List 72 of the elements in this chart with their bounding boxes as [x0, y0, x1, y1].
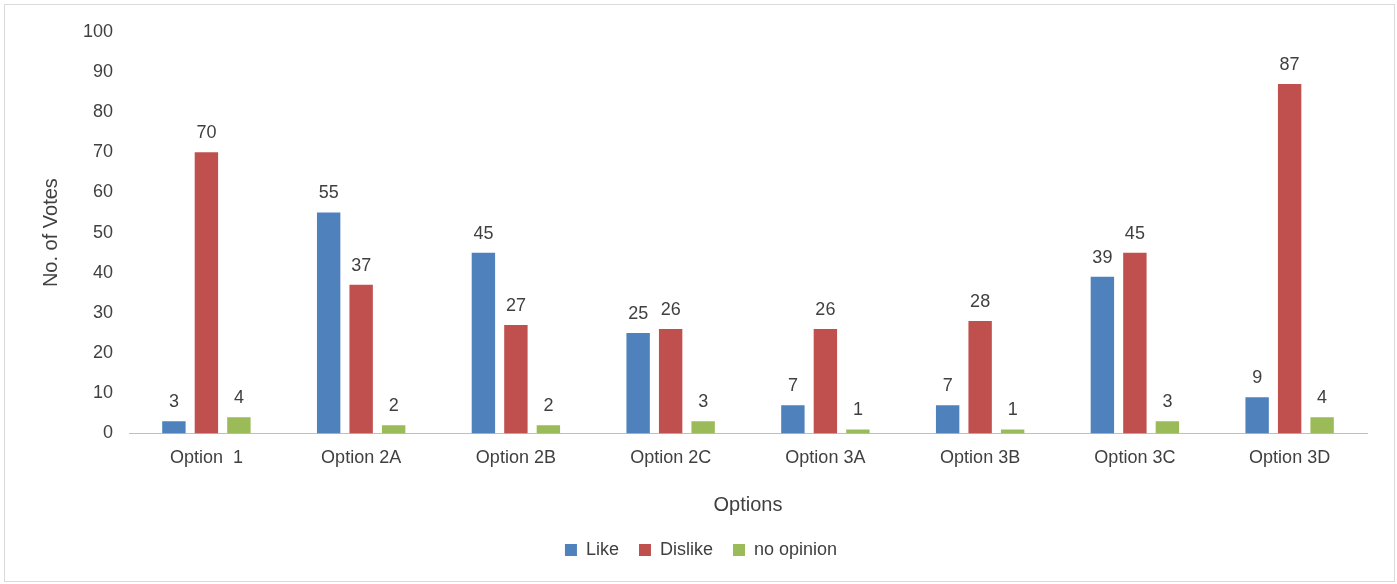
- data-label: 28: [970, 290, 991, 311]
- bar: [471, 252, 496, 434]
- data-label: 55: [318, 182, 339, 203]
- data-label: 2: [388, 395, 399, 416]
- x-tick-label: Option 2B: [475, 447, 556, 468]
- data-label: 1: [1007, 399, 1018, 420]
- y-axis-title: No. of Votes: [38, 178, 61, 288]
- x-tick-label: Option 2C: [630, 447, 712, 468]
- y-tick-label: 30: [93, 301, 114, 322]
- bar: [935, 405, 960, 434]
- bar: [1245, 397, 1269, 434]
- bar: [162, 421, 186, 434]
- data-label: 4: [1317, 387, 1328, 408]
- data-label: 87: [1279, 53, 1300, 74]
- data-label: 26: [660, 298, 681, 319]
- bar: [968, 320, 992, 434]
- bar: [504, 324, 528, 434]
- x-tick-label: Option 2A: [321, 447, 402, 468]
- data-label: 26: [815, 298, 836, 319]
- bar: [194, 152, 219, 434]
- bar: [381, 425, 406, 434]
- bar: [1123, 252, 1147, 434]
- y-tick-label: 20: [93, 342, 114, 363]
- y-tick-label: 10: [93, 382, 114, 403]
- data-label: 3: [168, 391, 179, 412]
- data-label: 3: [698, 391, 709, 412]
- data-label: 27: [505, 294, 526, 315]
- bar: [658, 328, 683, 434]
- bar: [536, 425, 561, 434]
- x-tick-label: Option 3A: [785, 447, 866, 468]
- x-tick-label: Option 3C: [1094, 447, 1176, 468]
- data-label: 45: [473, 222, 494, 243]
- x-tick-label: Option 3B: [940, 447, 1021, 468]
- data-label: 37: [351, 254, 372, 275]
- y-tick-label: 100: [82, 20, 114, 41]
- x-tick-label: Option 1: [169, 447, 243, 468]
- bar: [1310, 417, 1334, 434]
- y-tick-label: 50: [93, 221, 114, 242]
- bar: [813, 328, 838, 434]
- data-label: 1: [852, 399, 863, 420]
- bar: [227, 417, 251, 434]
- data-label: 25: [628, 302, 649, 323]
- data-label: 9: [1252, 367, 1263, 388]
- x-tick-label: Option 3D: [1249, 447, 1331, 468]
- y-tick-label: 70: [93, 141, 114, 162]
- y-tick-label: 90: [93, 60, 114, 81]
- y-tick-label: 40: [93, 261, 114, 282]
- bar: [1090, 276, 1115, 434]
- bar: [349, 284, 373, 434]
- bar: [691, 421, 715, 434]
- x-axis-title: Options: [713, 492, 783, 515]
- bar: [846, 429, 870, 434]
- y-tick-label: 0: [103, 422, 114, 443]
- bar: [316, 212, 341, 434]
- data-label: 4: [233, 387, 244, 408]
- bar: [1155, 421, 1180, 434]
- data-label: 7: [787, 375, 798, 396]
- data-label: 7: [942, 375, 953, 396]
- bar: [1277, 84, 1302, 434]
- bar: [626, 333, 650, 434]
- legend-label: no opinion: [753, 538, 838, 559]
- y-tick-label: 60: [93, 181, 114, 202]
- legend-label: Dislike: [659, 538, 713, 559]
- data-label: 2: [543, 395, 554, 416]
- data-label: 3: [1162, 391, 1173, 412]
- legend-label: Like: [585, 538, 619, 559]
- bar: [781, 405, 805, 434]
- data-label: 70: [196, 122, 217, 143]
- data-label: 45: [1124, 222, 1145, 243]
- y-tick-label: 80: [93, 101, 114, 122]
- data-label: 39: [1092, 246, 1113, 267]
- bar: [1000, 429, 1025, 434]
